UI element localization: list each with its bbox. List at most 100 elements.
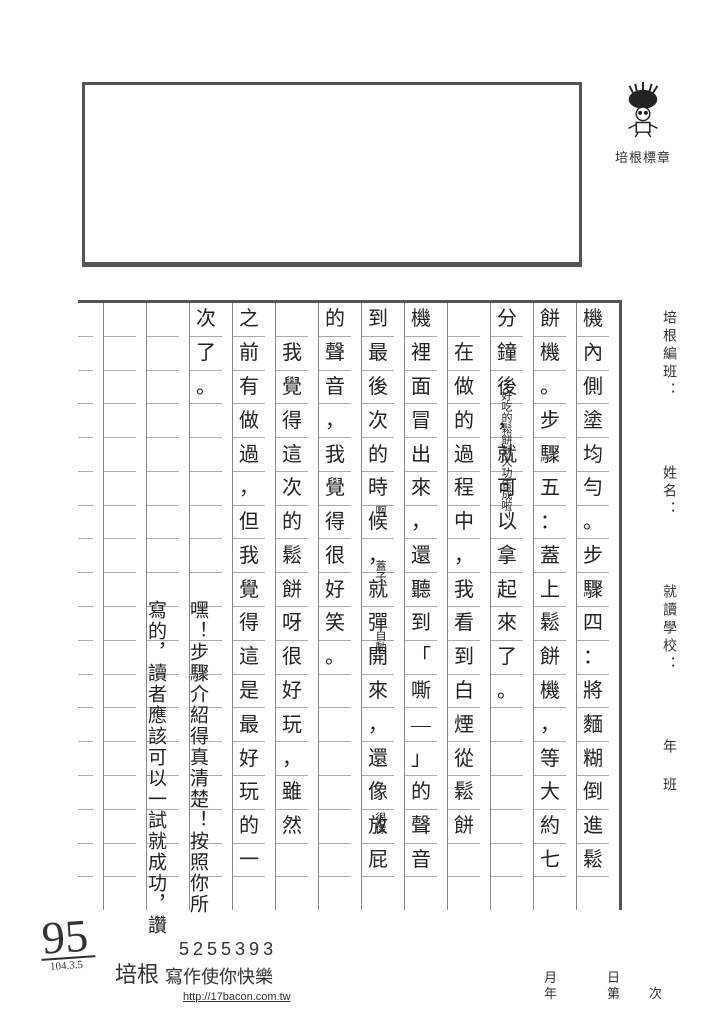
grid-cell: 屁 [362, 844, 394, 878]
grid-cell [491, 810, 523, 844]
grid-column: 的聲音，我覺得很好笑。 [318, 303, 361, 910]
grid-cell: 看 [448, 607, 480, 641]
grid-cell [78, 877, 93, 910]
grid-cell [319, 776, 351, 810]
grid-cell [78, 742, 93, 776]
grid-cell [78, 607, 93, 641]
score: 95 [39, 914, 96, 961]
grid-cell [448, 844, 480, 878]
grid-cell [405, 877, 437, 910]
grid-cell: 起 [491, 573, 523, 607]
grid-cell: 做 [448, 371, 480, 405]
grid-cell [104, 371, 136, 405]
grid-cell: 鬆 [448, 776, 480, 810]
grid-cell [104, 337, 136, 371]
grid-cell: 聽 [405, 573, 437, 607]
side-grade: 年班 [660, 739, 680, 795]
grid-cell [147, 472, 179, 506]
grid-cell [78, 371, 93, 405]
grid-cell [147, 404, 179, 438]
grid-cell: ， [233, 472, 265, 506]
header-empty-box [82, 82, 582, 267]
grid-cell: 最 [362, 337, 394, 371]
grid-cell [104, 844, 136, 878]
grid-cell: 做 [233, 404, 265, 438]
grid-cell [104, 742, 136, 776]
grid-cell: 的 [233, 810, 265, 844]
teacher-note-line: 嘿！步驟介紹得真清楚！按照你所 [184, 600, 211, 915]
grid-cell: 笑 [319, 607, 351, 641]
grid-cell [276, 844, 308, 878]
grid-cell [147, 337, 179, 371]
grid-cell: 是 [233, 675, 265, 709]
grid-cell: 出 [405, 438, 437, 472]
grid-cell: 很 [319, 539, 351, 573]
grid-cell [104, 539, 136, 573]
grid-cell: 覺 [319, 472, 351, 506]
grid-cell [147, 506, 179, 540]
grid-cell: 在 [448, 337, 480, 371]
grid-cell: 得 [319, 506, 351, 540]
grid-cell: 步 [577, 539, 609, 573]
grid-cell [233, 877, 265, 910]
grid-cell: 音 [405, 844, 437, 878]
grid-cell: 餅 [534, 303, 566, 337]
grid-cell [147, 303, 179, 337]
year-label: 年 [544, 983, 557, 1002]
grid-cell: 雖 [276, 776, 308, 810]
grid-cell: 好 [276, 675, 308, 709]
grid-cell: 來 [491, 607, 523, 641]
grid-cell [78, 844, 93, 878]
grid-cell: 內 [577, 337, 609, 371]
grid-cell: 過 [448, 438, 480, 472]
grid-cell: 像 [362, 776, 394, 810]
grid-cell: 鬆 [577, 844, 609, 878]
grid-column: 在做的過程中，我看到白煙從鬆餅 [447, 303, 490, 910]
grid-cell: 側 [577, 371, 609, 405]
grid-cell: 步 [534, 404, 566, 438]
grid-cell [104, 877, 136, 910]
grid-cell: 裡 [405, 337, 437, 371]
grid-cell: 。 [534, 371, 566, 405]
grid-cell [104, 675, 136, 709]
side-school: 就讀學校： [660, 584, 680, 674]
grid-cell: 然 [276, 810, 308, 844]
grid-cell: 最 [233, 708, 265, 742]
grid-cell: 餅 [448, 810, 480, 844]
grid-cell: 面 [405, 371, 437, 405]
grid-cell [104, 641, 136, 675]
grid-cell [78, 472, 93, 506]
correction-note: 很像 [372, 812, 388, 834]
grid-cell: 之 [233, 303, 265, 337]
grid-cell: 但 [233, 506, 265, 540]
grid-cell: 程 [448, 472, 480, 506]
grid-cell: 勻 [577, 472, 609, 506]
grid-cell: 等 [534, 742, 566, 776]
grid-cell: 驟 [534, 438, 566, 472]
grid-cell [190, 506, 222, 540]
grid-cell [147, 438, 179, 472]
footer-url: http://17bacon.com.tw [183, 990, 291, 1004]
di-label: 第 [607, 983, 620, 1002]
grid-cell: 玩 [233, 776, 265, 810]
grid-cell: 倒 [577, 776, 609, 810]
grid-column [78, 303, 103, 910]
grid-cell: 到 [448, 641, 480, 675]
grid-cell [448, 303, 480, 337]
grid-cell: 覺 [276, 371, 308, 405]
grid-cell: 七 [534, 844, 566, 878]
grid-cell [147, 371, 179, 405]
footer-slogan: 寫作使你快樂 [165, 966, 273, 989]
grid-cell [319, 675, 351, 709]
grid-cell: 玩 [276, 708, 308, 742]
page-root: 培根標章 培根編班： 姓名： 就讀學校： 年班 機內側塗均勻。步驟四：將麵糊倒進… [0, 0, 724, 1024]
grid-cell: ， [319, 404, 351, 438]
grid-cell: 糊 [577, 742, 609, 776]
correction-note: 自動 [372, 630, 388, 652]
grid-cell: 覺 [233, 573, 265, 607]
grid-cell [78, 438, 93, 472]
grid-cell: ： [577, 641, 609, 675]
grid-cell: 的 [276, 506, 308, 540]
grid-cell: 機 [405, 303, 437, 337]
mascot-block: 培根標章 [612, 80, 674, 166]
